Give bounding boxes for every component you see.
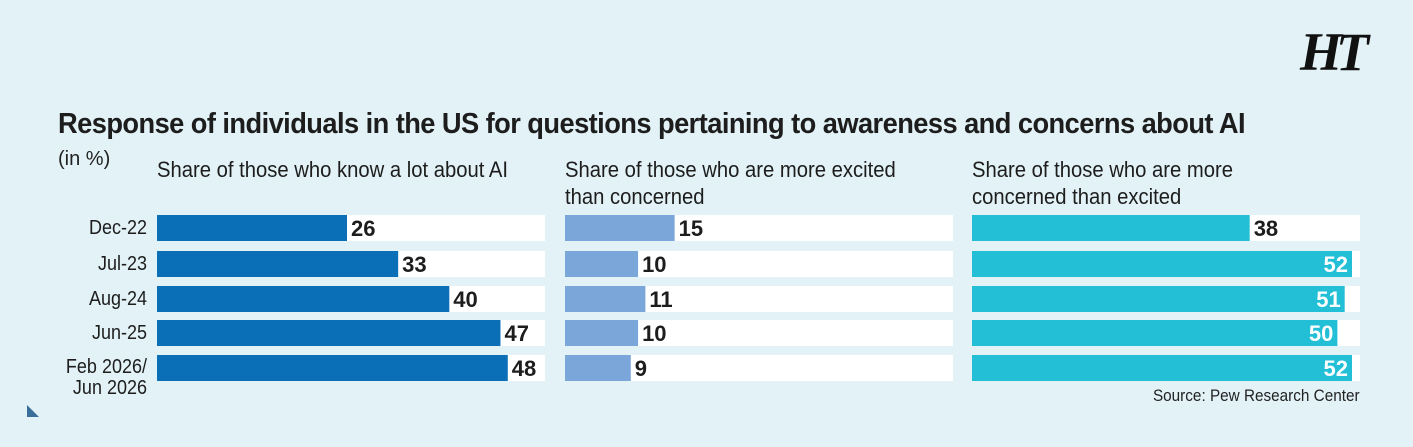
data-label: 26 <box>351 216 375 241</box>
data-label: 10 <box>642 252 666 277</box>
source-note: Source: Pew Research Center <box>1153 386 1360 405</box>
data-label: 15 <box>679 216 703 241</box>
bar <box>157 355 508 381</box>
bar <box>157 286 450 312</box>
category-label: Jul-23 <box>97 252 147 275</box>
data-label: 40 <box>453 287 477 312</box>
bar <box>972 355 1352 381</box>
data-label: 11 <box>649 287 672 312</box>
ht-logo: HT <box>1300 22 1369 82</box>
bar <box>565 215 675 241</box>
bar <box>972 215 1250 241</box>
panel-heading-more-concerned: Share of those who are more concerned th… <box>972 157 1234 209</box>
bar <box>565 320 639 346</box>
bar <box>157 215 347 241</box>
bar <box>157 320 501 346</box>
data-label: 9 <box>635 356 647 381</box>
chart-title: Response of individuals in the US for qu… <box>58 108 1246 140</box>
data-label: 50 <box>1309 321 1333 346</box>
category-label: Jun-25 <box>91 321 147 344</box>
data-label: 51 <box>1316 287 1340 312</box>
data-label: 52 <box>1324 252 1348 277</box>
data-label: 48 <box>512 356 536 381</box>
bar <box>972 286 1345 312</box>
bar <box>565 355 631 381</box>
data-label: 33 <box>402 252 426 277</box>
bar <box>565 286 646 312</box>
data-label: 10 <box>642 321 666 346</box>
unit-label: (in %) <box>58 148 111 170</box>
data-label: 52 <box>1324 356 1348 381</box>
category-label: Aug-24 <box>88 287 147 310</box>
panel-heading-know-a-lot: Share of those who know a lot about AI <box>157 157 509 182</box>
bar <box>157 251 399 277</box>
category-label: Feb 2026/Jun 2026 <box>65 356 147 399</box>
panel-heading-more-excited: Share of those who are more excited than… <box>565 157 896 209</box>
data-label: 47 <box>504 321 528 346</box>
data-label: 38 <box>1254 216 1278 241</box>
corner-marker <box>27 405 39 417</box>
bar <box>972 320 1338 346</box>
bar <box>565 251 639 277</box>
bar <box>972 251 1352 277</box>
category-label: Dec-22 <box>88 216 147 239</box>
